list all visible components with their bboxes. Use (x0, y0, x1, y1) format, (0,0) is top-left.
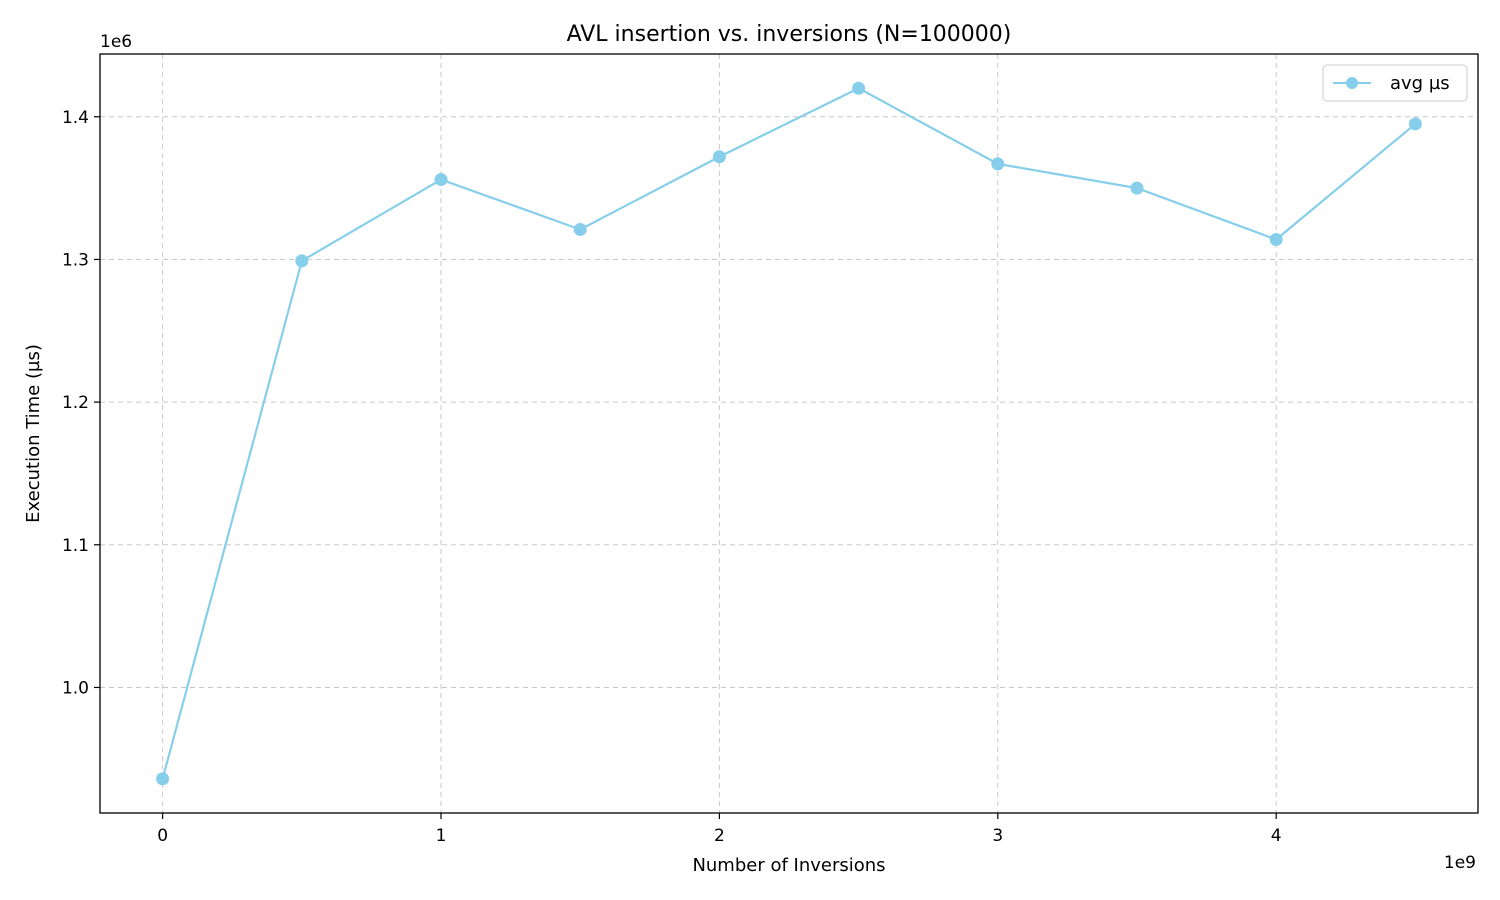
y-tick-label: 1.1 (62, 536, 89, 556)
y-axis-offset-text: 1e6 (100, 32, 132, 52)
x-tick-label: 4 (1271, 826, 1282, 846)
data-point (852, 81, 866, 95)
chart-title: AVL insertion vs. inversions (N=100000) (567, 22, 1012, 47)
legend-label: avg µs (1390, 73, 1450, 94)
series-layer (156, 81, 1422, 786)
y-tick-label: 1.4 (62, 108, 89, 128)
data-point (712, 150, 726, 164)
x-tick-label: 1 (436, 826, 447, 846)
data-point (434, 173, 448, 187)
y-axis-label: Execution Time (µs) (23, 344, 44, 523)
data-point (1130, 181, 1144, 195)
legend-marker-swatch (1346, 77, 1358, 89)
legend-box (1322, 64, 1468, 102)
data-point (991, 157, 1005, 171)
x-tick-label: 2 (714, 826, 725, 846)
x-tick-label: 0 (157, 826, 168, 846)
axis-ticks: 0 1 2 3 4 1.0 1.1 1.2 1.3 1.4 (62, 108, 1282, 846)
legend: avg µs (1322, 64, 1468, 102)
y-tick-label: 1.2 (62, 393, 89, 413)
y-tick-label: 1.0 (62, 678, 89, 698)
data-point (156, 772, 170, 786)
data-point (295, 254, 309, 268)
data-point (573, 222, 587, 236)
plot-frame (99, 53, 1479, 814)
data-point (1269, 232, 1283, 246)
series-line (161, 87, 1417, 780)
data-point (1408, 117, 1422, 131)
x-axis-label: Number of Inversions (692, 855, 885, 876)
x-axis-offset-text: 1e9 (1444, 853, 1476, 873)
x-tick-label: 3 (992, 826, 1003, 846)
y-tick-label: 1.3 (62, 250, 89, 270)
